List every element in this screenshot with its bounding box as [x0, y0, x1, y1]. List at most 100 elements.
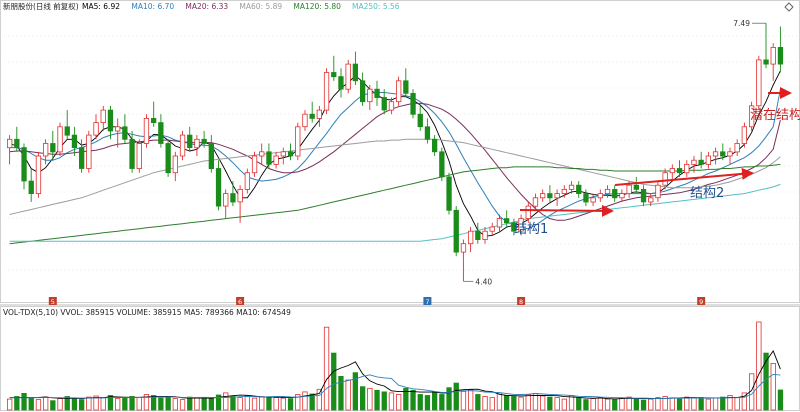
candle — [410, 89, 416, 119]
candle — [93, 114, 99, 140]
candle-body — [511, 222, 517, 232]
candle-body — [395, 80, 402, 103]
volume-bar — [338, 375, 344, 411]
ma-legend-4: MA120: 5.80 — [293, 2, 341, 11]
ma-line-ma5 — [9, 70, 781, 237]
candle — [86, 130, 92, 173]
candle-body — [770, 47, 776, 65]
date-marker-box — [517, 297, 526, 305]
candle-body — [439, 151, 445, 178]
candle — [7, 135, 13, 165]
ma-line-ma250 — [9, 183, 781, 242]
candle — [35, 151, 42, 198]
volume-bar — [633, 398, 639, 411]
candle-body — [712, 151, 719, 157]
candle-body — [619, 193, 625, 199]
candle — [331, 55, 337, 81]
candle-body — [749, 105, 755, 128]
volume-bar — [648, 398, 654, 411]
candle — [676, 160, 683, 177]
ma-legend-0: MA5: 6.92 — [82, 2, 120, 11]
volume-bar — [179, 399, 186, 411]
date-marker: 6 — [236, 297, 245, 306]
structure-1-label: 结构1 — [514, 222, 548, 237]
candle-body — [741, 126, 747, 144]
ma-legend-3: MA60: 5.89 — [239, 2, 282, 11]
volume-bar — [741, 392, 747, 411]
candle — [43, 139, 49, 165]
candle-body — [403, 80, 409, 94]
candle — [612, 185, 618, 202]
volume-bar — [259, 396, 265, 411]
volume-bar — [93, 395, 99, 411]
date-marker-label: 9 — [699, 298, 703, 306]
volume-bar — [417, 394, 423, 411]
candle-body — [86, 134, 92, 169]
candle — [309, 101, 315, 123]
candle — [417, 105, 423, 131]
volume-bar — [655, 397, 661, 411]
volume-bar — [475, 394, 481, 411]
candle-body — [756, 59, 762, 107]
candle — [295, 122, 301, 161]
candle — [424, 118, 431, 144]
volume-bar — [316, 388, 323, 411]
candle-body — [79, 147, 85, 169]
candle — [352, 51, 359, 85]
candle — [727, 147, 733, 165]
candle — [187, 126, 193, 152]
volume-bar — [698, 397, 704, 411]
price-title: 新朋股份(日线 前复权) — [3, 1, 79, 11]
candle — [28, 168, 34, 202]
volume-bar — [295, 394, 301, 411]
candle-body — [568, 184, 575, 190]
settings-diamond-icon[interactable] — [784, 2, 794, 12]
candle — [648, 193, 654, 207]
candle-body — [597, 193, 603, 199]
candle — [446, 172, 452, 215]
candle-body — [590, 197, 596, 203]
candle-body — [763, 59, 769, 65]
volume-bar — [150, 395, 157, 411]
volume-ma-lines — [9, 350, 781, 400]
volume-bar — [50, 400, 56, 411]
candle-body — [518, 218, 524, 232]
candle — [756, 55, 762, 111]
ma-legend-2: MA20: 6.33 — [185, 2, 228, 11]
volume-bar — [71, 397, 78, 411]
candle — [359, 72, 366, 106]
date-marker-box — [423, 297, 432, 305]
min-price-annotation: 4.40 — [463, 277, 492, 286]
volume-bar — [597, 397, 603, 411]
candle — [482, 227, 488, 244]
candle — [489, 222, 495, 236]
candle-body — [734, 143, 740, 153]
volume-bar — [57, 398, 63, 411]
volume-bar — [35, 399, 42, 411]
volume-bar — [720, 396, 726, 411]
candle-body — [244, 172, 251, 190]
candle — [453, 206, 459, 257]
volume-bar — [309, 393, 315, 411]
candle-body — [540, 193, 546, 199]
volume-bar — [561, 398, 567, 411]
candle-body — [331, 72, 337, 78]
volume-bar — [244, 395, 251, 411]
candle — [532, 193, 539, 211]
structure-2-arrow — [614, 167, 754, 186]
candle-body — [662, 172, 668, 186]
candle-body — [338, 76, 344, 90]
volume-bar — [43, 396, 49, 411]
candle — [316, 105, 323, 127]
candle — [467, 227, 474, 253]
candle — [604, 185, 611, 198]
candle-body — [208, 143, 215, 170]
volume-bar — [237, 397, 243, 411]
candle-body — [345, 63, 351, 90]
volume-bar — [439, 394, 445, 411]
volume-bar — [734, 397, 740, 411]
volume-bar — [158, 397, 164, 411]
candle-body — [691, 159, 697, 165]
candle — [273, 151, 279, 169]
